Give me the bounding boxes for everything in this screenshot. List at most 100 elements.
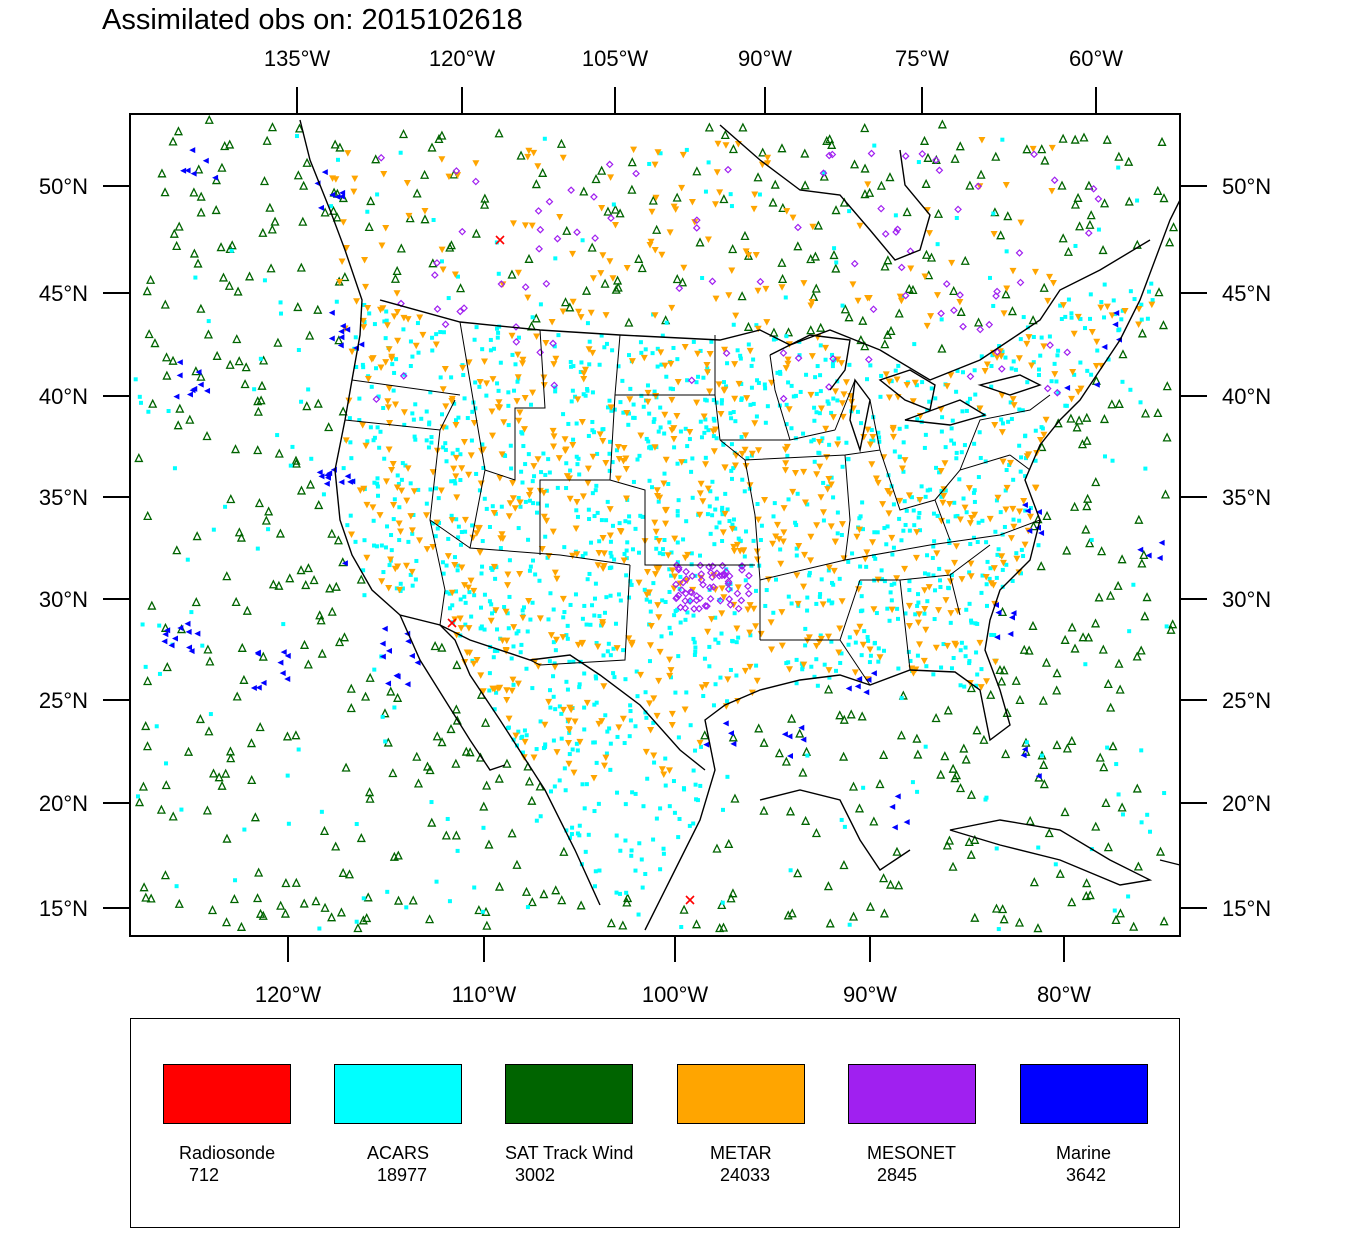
bottom-lon-label: 90°W (843, 982, 897, 1007)
acars-ob (593, 581, 598, 586)
sat-wind-ob (320, 902, 330, 912)
metar-ob (419, 331, 427, 339)
acars-ob (607, 726, 612, 731)
acars-ob (542, 136, 547, 141)
sat-wind-ob (386, 686, 396, 696)
sat-wind-ob (474, 905, 484, 915)
acars-ob (677, 816, 682, 821)
marine-ob (1137, 546, 1144, 553)
acars-ob (690, 495, 695, 500)
metar-ob (694, 350, 702, 358)
metar-ob (515, 417, 523, 425)
metar-ob (534, 456, 542, 463)
acars-ob (708, 531, 713, 536)
metar-ob (932, 644, 940, 652)
metar-ob (549, 427, 557, 435)
metar-ob (635, 579, 643, 587)
metar-ob (824, 486, 832, 493)
sat-wind-ob (1040, 155, 1050, 165)
acars-ob (206, 319, 211, 324)
sat-wind-ob (217, 162, 227, 172)
top-lon-label: 105°W (582, 46, 649, 71)
sat-wind-ob (966, 849, 976, 859)
acars-ob (299, 399, 304, 404)
marine-ob (1024, 507, 1031, 514)
sat-wind-ob (1091, 477, 1101, 487)
acars-ob (512, 388, 517, 393)
metar-ob (617, 528, 625, 536)
metar-ob (780, 529, 788, 536)
acars-ob (738, 539, 743, 544)
acars-ob (597, 614, 602, 619)
metar-ob (565, 740, 573, 747)
sat-wind-ob (507, 828, 517, 838)
acars-ob (605, 405, 610, 410)
mesonet-ob (399, 372, 408, 380)
acars-ob (594, 760, 599, 765)
metar-ob (433, 519, 441, 527)
mesonet-ob (724, 585, 733, 593)
sat-wind-ob (1003, 211, 1013, 221)
acars-ob (687, 437, 692, 442)
sat-wind-ob (303, 563, 314, 573)
metar-ob (551, 664, 559, 671)
acars-ob (719, 401, 724, 406)
mesonet-ob (1050, 176, 1059, 185)
acars-ob (871, 438, 876, 443)
sat-wind-ob (390, 273, 400, 283)
acars-ob (472, 885, 477, 890)
sat-wind-ob (237, 642, 247, 652)
metar-ob (753, 548, 761, 555)
acars-ob (899, 538, 904, 543)
acars-ob (631, 479, 636, 484)
mesonet-ob (672, 580, 680, 589)
acars-ob (621, 648, 626, 653)
acars-ob (867, 660, 872, 665)
sat-wind-ob (338, 192, 348, 203)
acars-ob (509, 656, 514, 661)
marine-ob (854, 683, 861, 690)
acars-ob (651, 720, 656, 725)
sat-wind-ob (1074, 415, 1084, 425)
acars-ob (608, 741, 613, 746)
legend-item: ACARS 18977 (334, 1019, 474, 1219)
acars-ob (577, 472, 582, 477)
sat-wind-ob (358, 915, 368, 925)
acars-ob (642, 587, 647, 592)
metar-ob (385, 385, 393, 392)
acars-ob (424, 409, 429, 414)
metar-ob (408, 568, 416, 576)
metar-ob (983, 361, 991, 369)
sat-wind-ob (961, 754, 971, 764)
metar-ob (1003, 484, 1011, 492)
acars-ob (654, 546, 659, 551)
metar-ob (997, 353, 1005, 360)
acars-ob (1069, 315, 1074, 320)
acars-ob (643, 347, 648, 352)
acars-ob (877, 439, 882, 444)
acars-ob (798, 389, 803, 394)
sat-wind-ob (302, 401, 312, 411)
metar-ob (943, 383, 951, 390)
acars-ob (1003, 355, 1008, 360)
metar-ob (504, 571, 512, 578)
acars-ob (629, 853, 634, 858)
metar-ob (587, 309, 595, 317)
metar-ob (830, 567, 838, 575)
acars-ob (952, 500, 957, 505)
acars-ob (814, 391, 819, 396)
acars-ob (703, 189, 708, 194)
acars-ob (703, 455, 708, 460)
acars-ob (691, 636, 696, 641)
acars-ob (830, 600, 835, 605)
metar-ob (432, 341, 440, 348)
acars-ob (1120, 308, 1125, 313)
sat-wind-ob (966, 683, 976, 693)
acars-ob (368, 425, 373, 430)
acars-ob (614, 448, 619, 453)
metar-ob (472, 160, 480, 167)
acars-ob (473, 380, 478, 385)
acars-ob (453, 481, 458, 486)
metar-ob (559, 706, 567, 714)
metar-ob (1042, 416, 1050, 424)
